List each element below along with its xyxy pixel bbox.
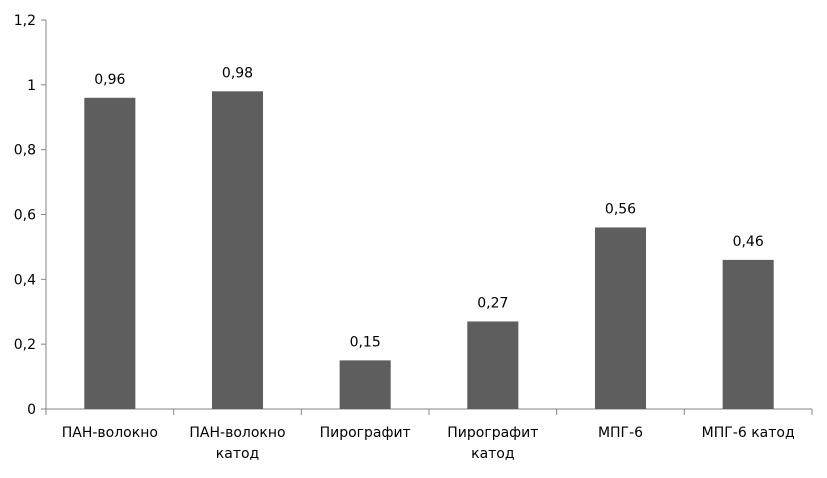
data-label: 0,96 bbox=[94, 72, 125, 88]
x-category-label-line: катод bbox=[471, 446, 514, 462]
bar bbox=[339, 360, 391, 409]
y-axis: 0 0,2 0,4 0,6 0,8 1 1,2 bbox=[14, 13, 47, 418]
bar bbox=[84, 97, 136, 410]
data-label: 0,15 bbox=[350, 334, 381, 350]
bar bbox=[594, 227, 647, 409]
x-category-label: Пирографит катод bbox=[447, 425, 538, 462]
x-category-label-line: ПАН-волокно bbox=[62, 425, 158, 441]
data-label: 0,27 bbox=[477, 295, 508, 311]
data-label: 0,46 bbox=[733, 234, 764, 250]
y-tick-label: 1,2 bbox=[14, 13, 36, 29]
y-tick-label: 0,4 bbox=[14, 272, 36, 288]
bar bbox=[722, 259, 774, 409]
x-category-label-line: Пирографит bbox=[320, 425, 411, 441]
y-tick-label: 0,8 bbox=[14, 143, 36, 159]
y-tick-label: 1 bbox=[27, 78, 36, 94]
bar bbox=[467, 321, 519, 409]
x-category-label-line: катод bbox=[216, 446, 259, 462]
y-tick-label: 0,2 bbox=[14, 337, 36, 353]
x-category-label-line: Пирографит bbox=[447, 425, 538, 441]
bars bbox=[84, 91, 774, 410]
x-category-label-line: ПАН-волокно bbox=[189, 425, 285, 441]
y-tick-label: 0 bbox=[27, 402, 36, 418]
x-category-label-line: МПГ-6 катод bbox=[702, 425, 795, 441]
y-tick-label: 0,6 bbox=[14, 208, 36, 224]
x-category-label: ПАН-волокно bbox=[62, 425, 158, 441]
data-labels: 0,96 0,98 0,15 0,27 0,56 0,46 bbox=[94, 65, 764, 350]
data-label: 0,56 bbox=[605, 201, 636, 217]
x-category-label: Пирографит bbox=[320, 425, 411, 441]
bar bbox=[211, 91, 264, 410]
x-category-label: МПГ-6 bbox=[598, 425, 643, 441]
data-label: 0,98 bbox=[222, 65, 253, 81]
x-category-label: МПГ-6 катод bbox=[702, 425, 795, 441]
x-category-label: ПАН-волокно катод bbox=[189, 425, 285, 462]
x-category-label-line: МПГ-6 bbox=[598, 425, 643, 441]
